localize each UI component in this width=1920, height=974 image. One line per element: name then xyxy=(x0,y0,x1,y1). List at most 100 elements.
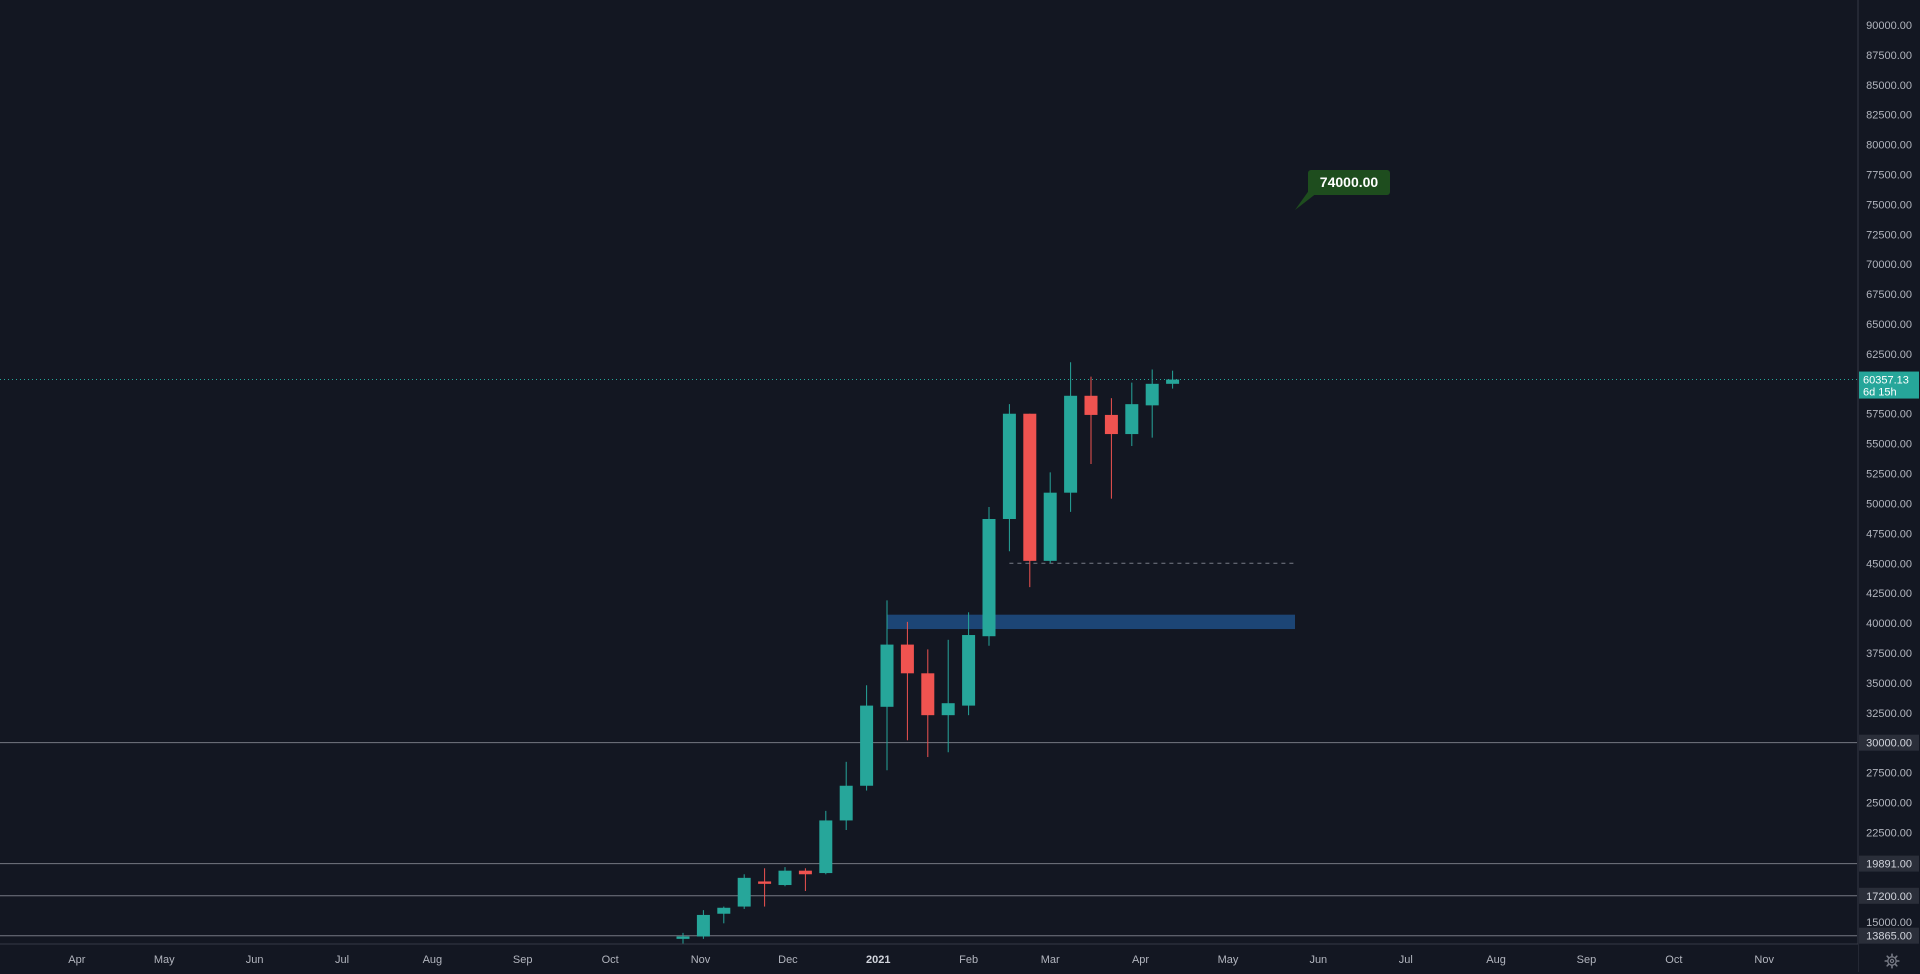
candle[interactable] xyxy=(1145,369,1159,438)
price-tick-label: 50000.00 xyxy=(1866,498,1912,510)
candle-body xyxy=(1023,413,1037,561)
time-tick-label: Aug xyxy=(423,954,443,966)
price-tick-label: 42500.00 xyxy=(1866,588,1912,600)
price-tick-label: 32500.00 xyxy=(1866,708,1912,720)
time-tick-label: Jun xyxy=(1309,954,1327,966)
price-tick-label: 57500.00 xyxy=(1866,409,1912,421)
candle-body xyxy=(778,870,792,886)
candle[interactable] xyxy=(880,600,894,771)
candle[interactable] xyxy=(941,639,955,753)
time-tick-label: Aug xyxy=(1486,954,1506,966)
level-badge-label: 19891.00 xyxy=(1866,859,1912,871)
price-tick-label: 35000.00 xyxy=(1866,678,1912,690)
candle[interactable] xyxy=(1064,362,1078,512)
price-tick-label: 62500.00 xyxy=(1866,349,1912,361)
candle[interactable] xyxy=(676,932,690,944)
price-tick-label: 40000.00 xyxy=(1866,618,1912,630)
price-tick-label: 85000.00 xyxy=(1866,80,1912,92)
candle[interactable] xyxy=(962,612,976,716)
candle-body xyxy=(717,907,731,914)
candle[interactable] xyxy=(1023,413,1037,588)
candle[interactable] xyxy=(900,621,914,741)
candle[interactable] xyxy=(778,867,792,887)
time-tick-label: Nov xyxy=(1754,954,1774,966)
candle-body xyxy=(676,936,690,939)
time-tick-label: Apr xyxy=(1132,954,1149,966)
level-badge-label: 13865.00 xyxy=(1866,931,1912,943)
candle-body xyxy=(900,644,914,674)
candle[interactable] xyxy=(1084,376,1098,464)
candle-body xyxy=(1104,414,1118,435)
price-axis-background xyxy=(1858,0,1920,972)
level-badge-label: 17200.00 xyxy=(1866,891,1912,903)
candle-body xyxy=(737,877,751,907)
callout-box xyxy=(1308,170,1390,195)
candle-body xyxy=(798,870,812,875)
candle[interactable] xyxy=(1104,398,1118,499)
time-tick-label: Jun xyxy=(246,954,264,966)
candle[interactable] xyxy=(819,810,833,875)
candle[interactable] xyxy=(1125,382,1139,447)
price-tick-label: 15000.00 xyxy=(1866,917,1912,929)
level-badge xyxy=(1859,927,1919,944)
price-tick-label: 27500.00 xyxy=(1866,768,1912,780)
candle-body xyxy=(1064,395,1078,493)
candle[interactable] xyxy=(1043,472,1057,564)
price-tick-label: 80000.00 xyxy=(1866,140,1912,152)
candle-body xyxy=(1084,395,1098,415)
price-tick-label: 72500.00 xyxy=(1866,229,1912,241)
candle-body xyxy=(941,703,955,716)
support-zone-rect xyxy=(887,614,1295,630)
callout-label: 74000.00 xyxy=(1320,174,1379,190)
candle[interactable] xyxy=(921,649,935,758)
candle-body xyxy=(921,673,935,716)
time-tick-label: Mar xyxy=(1041,954,1060,966)
candle-body xyxy=(1043,492,1057,561)
time-tick-label: Sep xyxy=(513,954,533,966)
time-tick-label: Sep xyxy=(1577,954,1597,966)
candle[interactable] xyxy=(839,761,853,831)
price-tick-label: 25000.00 xyxy=(1866,797,1912,809)
level-badge xyxy=(1859,887,1919,904)
candle[interactable] xyxy=(737,874,751,909)
candle[interactable] xyxy=(860,685,874,791)
candle-body xyxy=(1166,379,1180,384)
time-tick-label: Jul xyxy=(1399,954,1413,966)
time-axis[interactable]: Apr May Jun Jul Aug Sep Oct Nov Dec 2021 Feb Mar Apr… xyxy=(0,943,1858,972)
candle-body xyxy=(982,518,996,637)
gear-icon[interactable] xyxy=(1884,953,1900,969)
candle-body xyxy=(1002,413,1016,519)
candle-body xyxy=(758,881,772,884)
countdown-label: 6d 15h xyxy=(1863,387,1897,399)
candles-layer xyxy=(676,362,1180,944)
candle-body xyxy=(962,635,976,706)
price-tick-label: 70000.00 xyxy=(1866,259,1912,271)
candle-body xyxy=(839,785,853,821)
price-tick-label: 67500.00 xyxy=(1866,289,1912,301)
price-tick-label: 22500.00 xyxy=(1866,827,1912,839)
price-tick-label: 52500.00 xyxy=(1866,469,1912,481)
candle[interactable] xyxy=(982,507,996,646)
level-badge xyxy=(1859,734,1919,751)
time-tick-label: Jul xyxy=(335,954,349,966)
current-price-label: 60357.13 xyxy=(1863,375,1909,387)
time-tick-label: Oct xyxy=(602,954,619,966)
candle-body xyxy=(696,914,710,937)
price-tick-label: 87500.00 xyxy=(1866,50,1912,62)
candle[interactable] xyxy=(696,910,710,939)
time-tick-label: Oct xyxy=(1665,954,1682,966)
candle[interactable] xyxy=(798,868,812,892)
candle[interactable] xyxy=(717,906,731,924)
candle[interactable] xyxy=(1166,370,1180,389)
horizontal-lines-layer xyxy=(0,379,1857,937)
price-axis[interactable]: 15000.0017500.0020000.0022500.0025000.00… xyxy=(1857,0,1920,972)
time-tick-label: May xyxy=(154,954,175,966)
candle-body xyxy=(880,644,894,707)
candle[interactable] xyxy=(1002,404,1016,552)
time-axis-background xyxy=(0,944,1858,972)
time-tick-label: Dec xyxy=(778,954,798,966)
candle[interactable] xyxy=(758,868,772,907)
target-callout[interactable]: 74000.00 xyxy=(1295,170,1390,210)
time-tick-label: 2021 xyxy=(866,954,890,966)
